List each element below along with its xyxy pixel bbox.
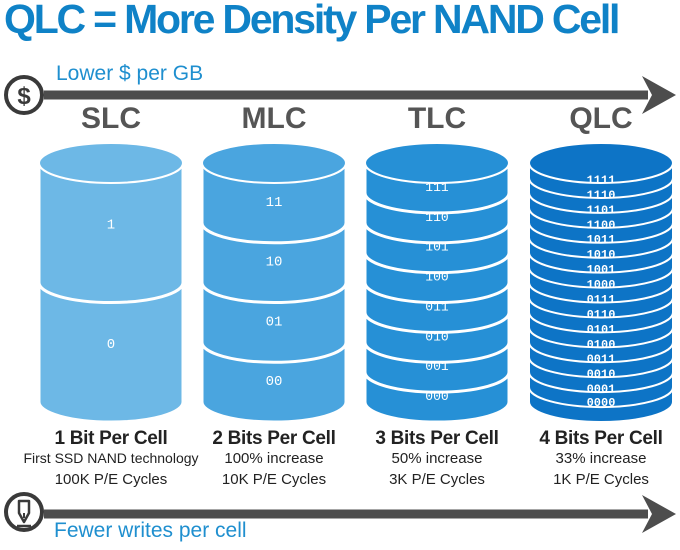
tlc-stack-top	[364, 142, 510, 184]
qlc-level-label: 0001	[587, 383, 616, 397]
qlc-level-label: 0101	[587, 323, 616, 337]
slc-pe-cycles: 100K P/E Cycles	[54, 471, 168, 488]
tlc-bits-label: 3 Bits Per Cell	[375, 428, 499, 449]
qlc-level-label: 0100	[587, 338, 616, 352]
slc-stack-top	[38, 142, 184, 184]
tlc-level-label: 000	[425, 389, 448, 404]
price-arrow	[44, 76, 676, 114]
tlc-level-label: 110	[425, 210, 448, 225]
qlc-bits-label: 4 Bits Per Cell	[539, 428, 663, 449]
tlc-cell-stack: 111 110 101 100 011 010 001 000	[363, 141, 511, 424]
qlc-level-label: 1000	[587, 278, 616, 292]
writes-arrow-label: Fewer writes per cell	[54, 519, 247, 542]
mlc-bits-label: 2 Bits Per Cell	[212, 428, 336, 449]
qlc-level-label: 0011	[587, 353, 616, 367]
mlc-stack-top	[201, 142, 347, 184]
tlc-level-label: 111	[425, 180, 449, 195]
slc-bits-label: 1 Bit Per Cell	[54, 428, 168, 449]
qlc-heading: QLC	[569, 102, 633, 135]
svg-text:$: $	[17, 83, 31, 110]
tlc-level-label: 011	[425, 299, 449, 314]
pen-icon	[4, 492, 44, 532]
qlc-cell-stack: 1111111011011100101110101001100001110110…	[528, 142, 674, 423]
slc-description: First SSD NAND technology	[23, 450, 199, 466]
tlc-level-label: 010	[425, 329, 448, 344]
qlc-pe-cycles: 1K P/E Cycles	[553, 471, 649, 488]
qlc-level-label: 1101	[587, 203, 616, 217]
page-title: QLC = More Density Per NAND Cell	[4, 0, 620, 42]
tlc-heading: TLC	[407, 102, 467, 135]
qlc-description: 33% increase	[555, 450, 647, 467]
qlc-level-label: 0111	[587, 293, 616, 307]
mlc-level-label: 11	[266, 195, 283, 211]
mlc-level-label: 10	[266, 255, 283, 271]
qlc-level-label: 1111	[587, 173, 616, 187]
qlc-level-label: 1001	[587, 263, 616, 277]
writes-arrow	[44, 495, 676, 533]
mlc-level-label: 00	[266, 374, 283, 390]
slc-level-label: 0	[107, 337, 115, 353]
tlc-level-label: 100	[425, 270, 448, 285]
slc-level-label: 1	[107, 218, 115, 234]
mlc-pe-cycles: 10K P/E Cycles	[221, 471, 327, 488]
dollar-icon: $	[4, 75, 44, 115]
tlc-level-label: 101	[425, 240, 449, 255]
price-arrow-label: Lower $ per GB	[56, 62, 204, 85]
mlc-heading: MLC	[241, 102, 307, 135]
slc-heading: SLC	[81, 102, 141, 135]
slc-cell-stack: 10	[37, 141, 185, 424]
qlc-level-label: 1100	[587, 218, 616, 232]
qlc-stack-top	[528, 142, 674, 184]
qlc-level-label: 0000	[587, 396, 616, 410]
tlc-description: 50% increase	[391, 450, 483, 467]
qlc-level-label: 1110	[587, 188, 616, 202]
qlc-level-label: 1011	[587, 233, 616, 247]
tlc-pe-cycles: 3K P/E Cycles	[389, 471, 485, 488]
mlc-description: 100% increase	[224, 450, 324, 467]
qlc-level-label: 0110	[587, 308, 616, 322]
mlc-level-label: 01	[266, 314, 283, 330]
qlc-level-label: 0010	[587, 368, 616, 382]
tlc-level-label: 001	[425, 359, 449, 374]
qlc-level-label: 1010	[587, 248, 616, 262]
mlc-cell-stack: 11 10 01 00	[200, 141, 348, 424]
